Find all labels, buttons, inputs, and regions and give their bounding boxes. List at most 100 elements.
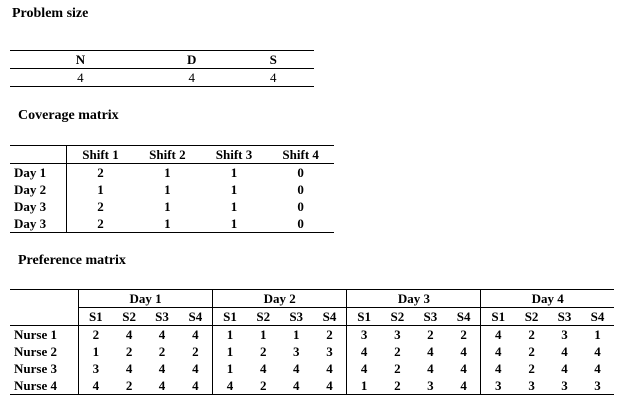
preference-cell: 1 <box>92 344 100 359</box>
table-row: Day 1 2 1 1 0 <box>10 163 334 181</box>
shift-header: S4 <box>178 307 214 326</box>
preference-cell: 4 <box>312 377 348 395</box>
preference-cell: 4 <box>178 377 214 395</box>
preference-cell: 2 <box>446 325 482 343</box>
preference-cell: 4 <box>495 361 502 376</box>
preference-cell: 2 <box>260 344 267 359</box>
shift-header: S2 <box>256 309 271 324</box>
preference-cell: 4 <box>360 361 368 376</box>
row-label: Nurse 4 <box>10 377 79 395</box>
coverage-cell: 0 <box>297 216 304 231</box>
value-s: 4 <box>270 70 277 85</box>
preference-cell: 1 <box>360 378 368 393</box>
preference-cell: 3 <box>495 378 502 393</box>
table-row: Day 3 2 1 1 0 <box>10 215 334 233</box>
preference-cell: 3 <box>594 378 601 393</box>
coverage-cell: 2 <box>97 199 104 214</box>
shift-header: S4 <box>590 309 605 324</box>
preference-cell: 4 <box>178 325 214 343</box>
coverage-table: Shift 1 Shift 2 Shift 3 Shift 4 Day 1 2 1 1 0 Da… <box>10 145 334 233</box>
preference-cell: 4 <box>158 327 166 342</box>
preference-cell: 1 <box>226 344 234 359</box>
preference-cell: 2 <box>92 327 100 342</box>
coverage-cell: 0 <box>297 182 304 197</box>
preference-cell: 3 <box>561 378 568 393</box>
preference-cell: 2 <box>178 343 214 360</box>
preference-cell: 4 <box>292 378 300 393</box>
corner-cell <box>10 307 79 326</box>
preference-cell: 3 <box>561 327 568 342</box>
coverage-header: Shift 1 <box>82 147 119 162</box>
day-header: Day 1 <box>78 289 214 308</box>
preference-cell: 3 <box>92 361 100 376</box>
preference-cell: 2 <box>125 378 133 393</box>
row-label: Nurse 2 <box>10 343 79 360</box>
coverage-cell: 0 <box>297 199 304 214</box>
preference-cell: 2 <box>394 361 401 376</box>
preference-cell: 2 <box>158 344 166 359</box>
coverage-header: Shift 3 <box>215 147 253 162</box>
day-header: Day 4 <box>480 289 614 308</box>
row-label: Day 2 <box>10 181 67 198</box>
row-label: Day 1 <box>10 163 67 181</box>
shift-header: S3 <box>423 309 438 324</box>
preference-cell: 4 <box>427 344 434 359</box>
preference-cell: 4 <box>360 344 368 359</box>
preference-cell: 4 <box>561 344 568 359</box>
coverage-cell: 0 <box>297 165 304 180</box>
coverage-cell: 1 <box>164 165 171 180</box>
preference-cell: 4 <box>125 361 133 376</box>
shift-header: S1 <box>88 309 103 324</box>
row-label: Nurse 1 <box>10 325 79 343</box>
preference-cell: 4 <box>292 361 300 376</box>
preference-cell: 4 <box>561 361 568 376</box>
preference-cell: 4 <box>158 361 166 376</box>
preference-cell: 4 <box>158 378 166 393</box>
preference-cell: 2 <box>427 327 434 342</box>
coverage-cell: 1 <box>230 216 238 231</box>
preference-cell: 4 <box>226 378 234 393</box>
preference-cell: 4 <box>495 327 502 342</box>
preference-cell: 1 <box>292 327 300 342</box>
header-n: N <box>75 52 86 67</box>
preference-cell: 3 <box>292 344 300 359</box>
preference-cell: 2 <box>260 378 267 393</box>
coverage-header: Shift 2 <box>149 147 186 162</box>
table-row: Day 2 1 1 1 0 <box>10 181 334 198</box>
coverage-cell: 1 <box>97 182 104 197</box>
coverage-cell: 2 <box>97 216 104 231</box>
preference-cell: 1 <box>226 327 234 342</box>
corner-cell <box>10 145 67 164</box>
shift-header: S3 <box>289 309 304 324</box>
coverage-cell: 1 <box>164 199 171 214</box>
coverage-header: Shift 4 <box>282 147 319 162</box>
shift-header: S1 <box>223 309 237 324</box>
preference-table: Day 1 Day 2 Day 3 Day 4 S1 S2 S3 S4 S1 S2 S3 S4 S1 S… <box>10 289 614 395</box>
shift-header: S4 <box>312 307 348 326</box>
coverage-cell: 1 <box>164 182 171 197</box>
shift-header: S4 <box>446 307 482 326</box>
preference-cell: 4 <box>446 343 482 360</box>
shift-header: S2 <box>390 309 405 324</box>
preference-cell: 2 <box>394 344 401 359</box>
coverage-cell: 1 <box>164 216 171 231</box>
shift-header: S2 <box>524 309 539 324</box>
preference-cell: 2 <box>528 344 535 359</box>
preference-cell: 3 <box>394 327 401 342</box>
day-header: Day 2 <box>212 289 348 308</box>
preference-cell: 3 <box>528 378 535 393</box>
shift-header: S3 <box>557 309 572 324</box>
day-header: Day 3 <box>346 289 482 308</box>
preference-cell: 1 <box>594 327 601 342</box>
shift-header: S2 <box>122 309 136 324</box>
coverage-cell: 2 <box>97 165 104 180</box>
header-d: D <box>187 52 197 67</box>
preference-cell: 4 <box>495 344 502 359</box>
shift-header: S1 <box>357 309 371 324</box>
row-label: Day 3 <box>10 198 67 215</box>
preference-cell: 2 <box>394 378 401 393</box>
